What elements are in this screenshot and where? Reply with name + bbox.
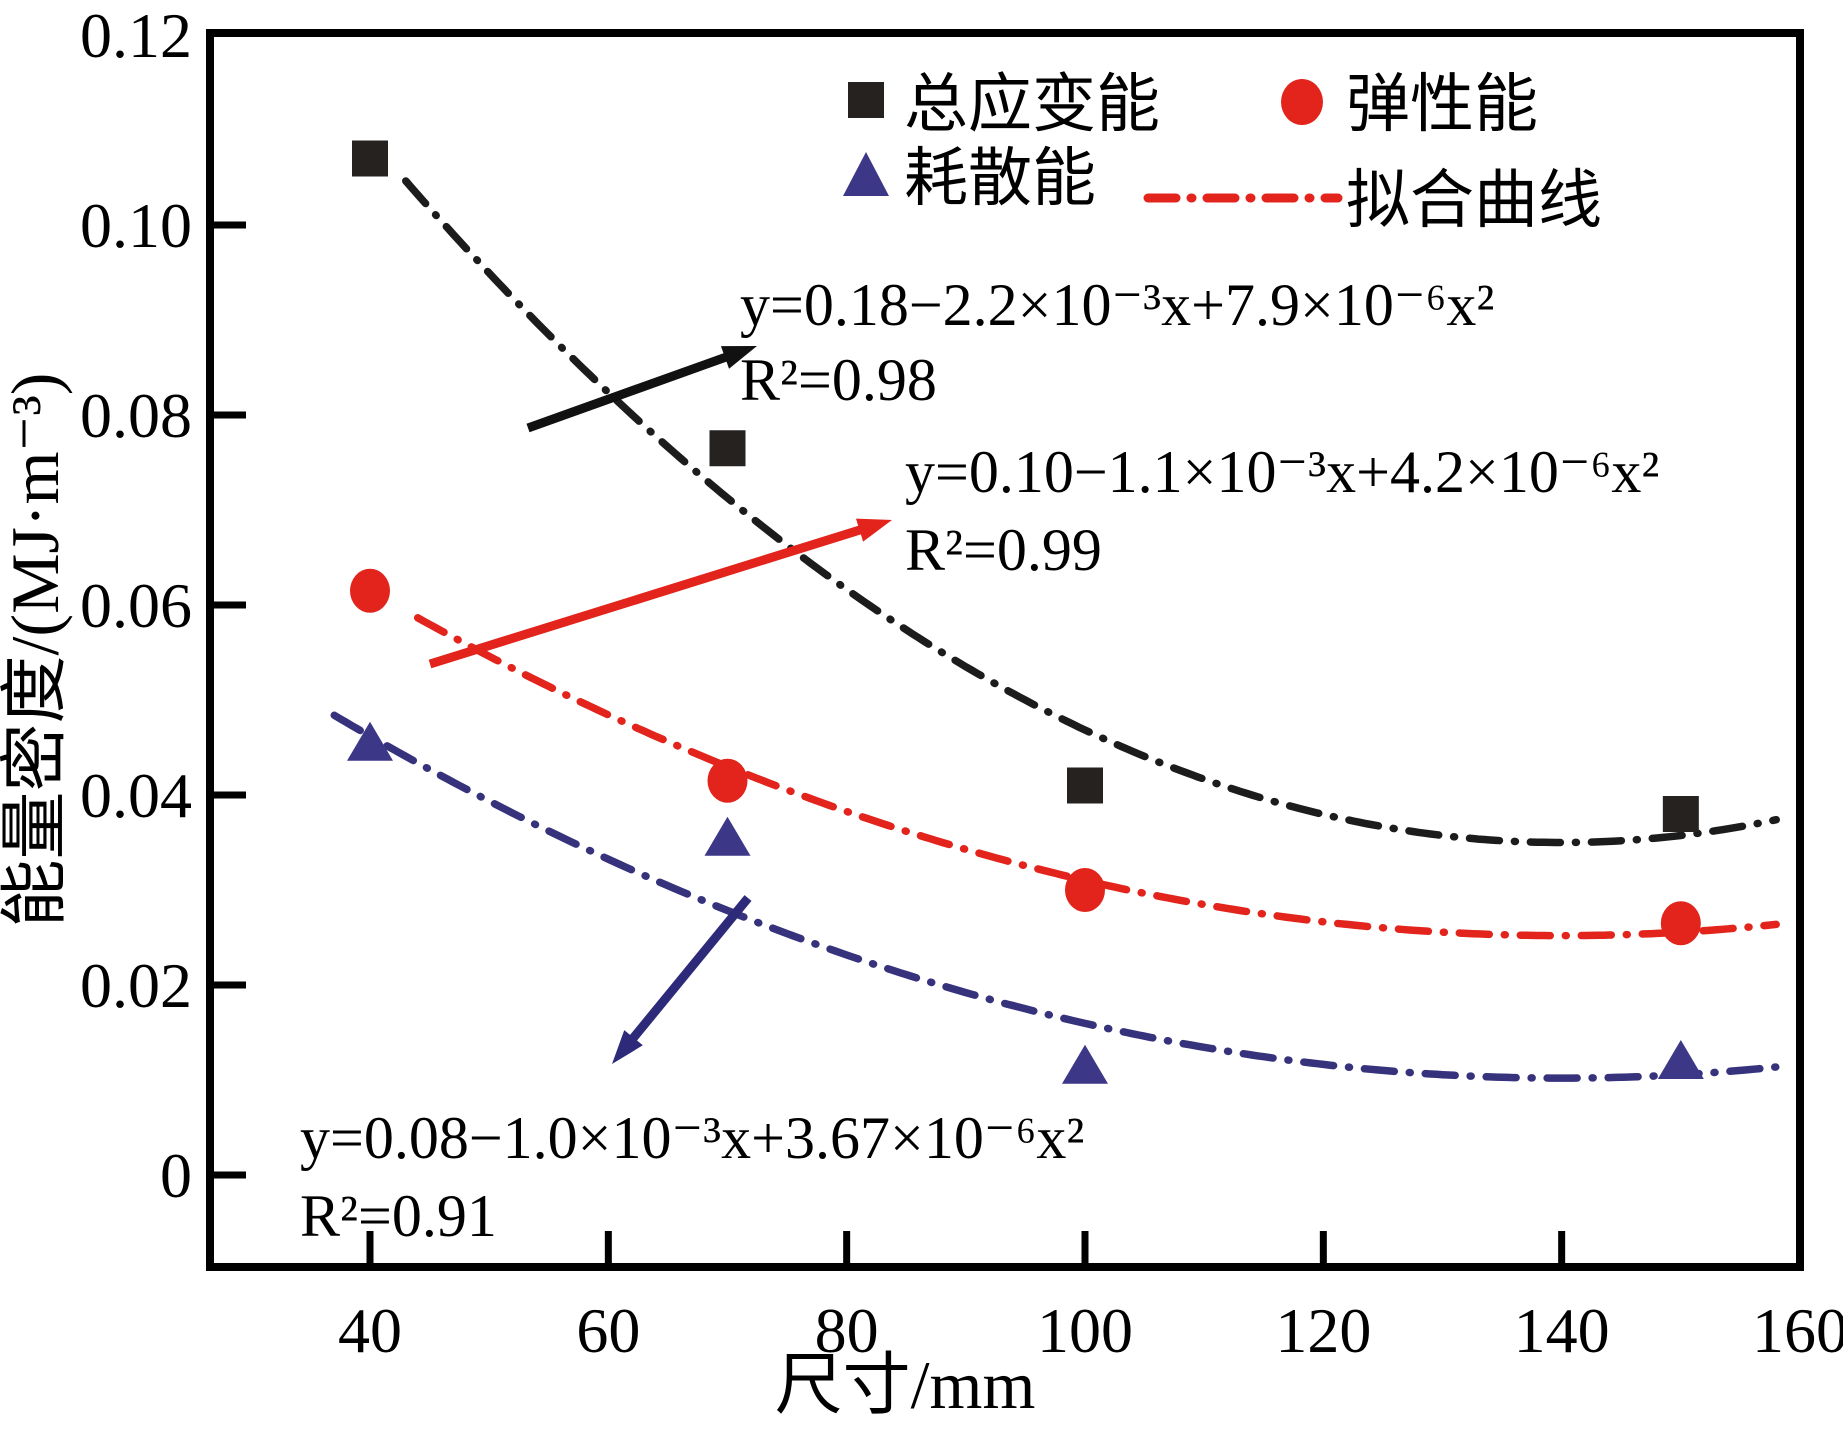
annotation-arrows-group xyxy=(428,346,892,1064)
data-point-circle xyxy=(1660,901,1701,946)
plot-frame xyxy=(206,29,1804,1271)
x-tick-label: 80 xyxy=(815,1295,879,1366)
tick-labels-group: 40 60 80 100 120 140 160 0 0.02 0.04 0.06 0.08 0.10 0… xyxy=(80,0,1843,1366)
equation-3-r-squared: R²=0.91 xyxy=(300,1183,497,1249)
equation-1-r-squared: R²=0.98 xyxy=(740,347,937,413)
arrow-to-eq2-line xyxy=(428,524,867,669)
y-tick-label: 0.02 xyxy=(80,950,192,1021)
equation-1-text: y=0.18−2.2×10⁻³x+7.9×10⁻⁶x² xyxy=(740,272,1494,338)
y-tick-label: 0 xyxy=(160,1140,192,1211)
equation-2-text: y=0.10−1.1×10⁻³x+4.2×10⁻⁶x² xyxy=(905,439,1659,505)
data-point-triangle xyxy=(1657,1040,1704,1079)
x-tick-label: 60 xyxy=(576,1295,640,1366)
x-tick-label: 160 xyxy=(1752,1295,1843,1366)
data-point-square xyxy=(1662,796,1699,832)
data-point-circle xyxy=(1065,868,1105,912)
data-point-triangle xyxy=(704,816,751,856)
y-tick-label: 0.10 xyxy=(80,190,192,261)
x-tick-label: 100 xyxy=(1037,1295,1133,1366)
legend-label-total-strain-energy: 总应变能 xyxy=(904,69,1160,140)
legend-label-elastic-energy: 弹性能 xyxy=(1346,69,1538,140)
y-tick-label: 0.08 xyxy=(80,380,192,451)
data-point-circle xyxy=(350,568,390,613)
y-tick-label: 0.06 xyxy=(80,570,192,641)
fit-curve-0 xyxy=(402,177,1780,847)
data-points-group xyxy=(347,140,1704,1084)
y-axis-title: 能量密度/(MJ·m⁻³) xyxy=(0,373,73,928)
legend-label-dissipated-energy: 耗散能 xyxy=(904,143,1096,214)
data-point-square xyxy=(1067,767,1103,804)
data-point-square xyxy=(352,140,388,177)
x-tick-label: 40 xyxy=(338,1295,402,1366)
data-point-square xyxy=(709,430,746,467)
x-tick-label: 120 xyxy=(1275,1295,1371,1366)
legend-square-marker xyxy=(848,82,884,118)
arrow-to-eq2-head xyxy=(855,518,892,542)
legend: 总应变能 弹性能 耗散能 拟合曲线 xyxy=(843,69,1602,236)
equation-annotations: y=0.18−2.2×10⁻³x+7.9×10⁻⁶x² R²=0.98 y=0.… xyxy=(300,272,1659,1249)
arrow-to-eq1-head xyxy=(720,346,757,369)
axis-ticks-group xyxy=(210,221,1566,1267)
legend-triangle-marker xyxy=(843,152,889,196)
x-axis-title: 尺寸/mm xyxy=(775,1347,1036,1423)
y-tick-label: 0.12 xyxy=(80,0,192,71)
arrow-to-eq1-line xyxy=(526,351,733,433)
data-point-triangle xyxy=(1062,1044,1108,1084)
legend-label-fit-curve: 拟合曲线 xyxy=(1346,165,1602,236)
fit-curve-2 xyxy=(330,711,1780,1082)
equation-2-r-squared: R²=0.99 xyxy=(905,517,1102,583)
equation-3-text: y=0.08−1.0×10⁻³x+3.67×10⁻⁶x² xyxy=(300,1105,1084,1171)
x-tick-label: 140 xyxy=(1514,1295,1610,1366)
arrow-to-eq3-head xyxy=(612,1030,643,1064)
arrow-to-eq3-line xyxy=(626,895,752,1046)
data-point-triangle xyxy=(347,721,393,761)
y-tick-label: 0.04 xyxy=(80,760,192,831)
data-point-circle xyxy=(707,758,748,803)
legend-circle-marker xyxy=(1281,79,1323,125)
